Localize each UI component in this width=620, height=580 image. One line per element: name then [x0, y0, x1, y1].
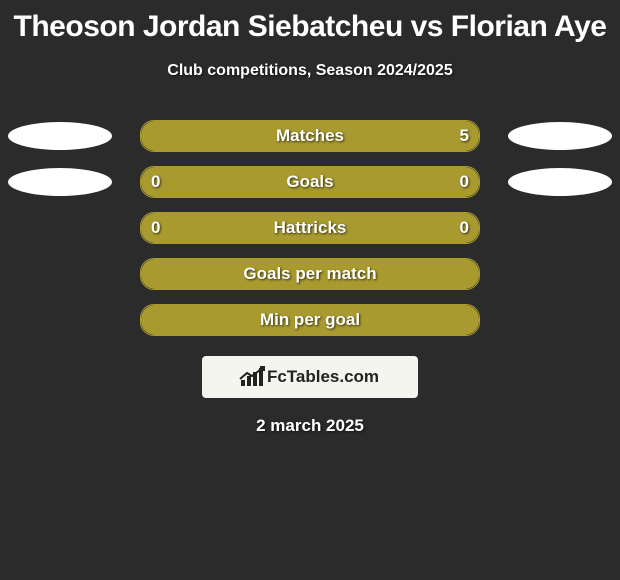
chart-icon	[241, 368, 263, 386]
subtitle: Club competitions, Season 2024/2025	[0, 62, 620, 80]
stat-label: Goals per match	[243, 264, 376, 284]
stat-label: Min per goal	[260, 310, 360, 330]
source-badge: FcTables.com	[202, 356, 418, 398]
player-right-ellipse	[508, 122, 612, 150]
comparison-infographic: Theoson Jordan Siebatcheu vs Florian Aye…	[0, 0, 620, 580]
date-label: 2 march 2025	[0, 416, 620, 436]
stat-rows: Matches 5 Goals 0 0 Hattricks 0 0 Goals per matc…	[0, 120, 620, 336]
stat-row: Min per goal	[0, 304, 620, 336]
stat-row: Hattricks 0 0	[0, 212, 620, 244]
stat-bar: Goals 0 0	[140, 166, 480, 198]
stat-bar: Min per goal	[140, 304, 480, 336]
stat-bar: Hattricks 0 0	[140, 212, 480, 244]
stat-bar: Matches 5	[140, 120, 480, 152]
stat-label: Goals	[286, 172, 333, 192]
stat-value-left: 0	[151, 218, 160, 238]
stat-row: Goals per match	[0, 258, 620, 290]
player-right-ellipse	[508, 168, 612, 196]
stat-value-left: 0	[151, 172, 160, 192]
page-title: Theoson Jordan Siebatcheu vs Florian Aye	[0, 0, 620, 44]
stat-value-right: 0	[460, 218, 469, 238]
stat-row: Goals 0 0	[0, 166, 620, 198]
player-left-ellipse	[8, 168, 112, 196]
stat-label: Matches	[276, 126, 344, 146]
stat-row: Matches 5	[0, 120, 620, 152]
player-left-ellipse	[8, 122, 112, 150]
stat-label: Hattricks	[274, 218, 347, 238]
stat-value-right: 5	[460, 126, 469, 146]
source-text: FcTables.com	[267, 367, 379, 387]
stat-bar: Goals per match	[140, 258, 480, 290]
stat-value-right: 0	[460, 172, 469, 192]
